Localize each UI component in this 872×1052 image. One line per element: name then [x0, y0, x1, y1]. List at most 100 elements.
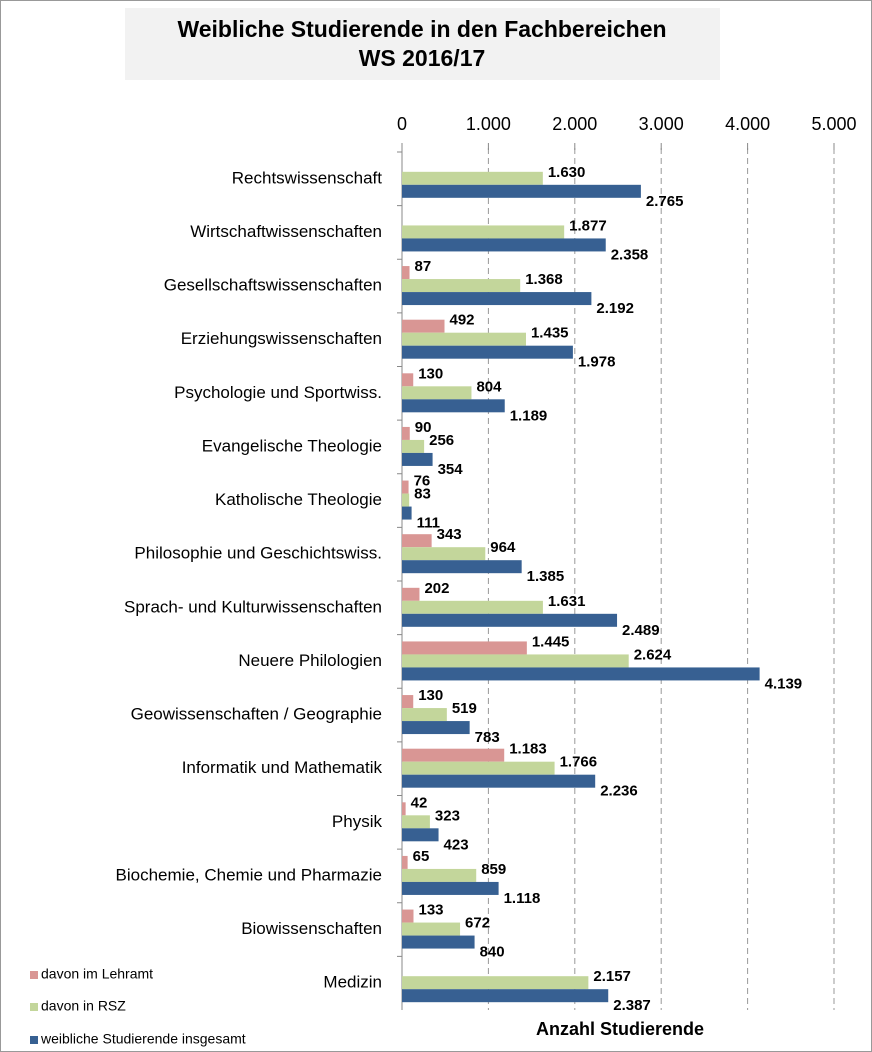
value-label: 1.118 — [504, 890, 541, 907]
y-tick-label: Physik — [332, 812, 383, 831]
x-tick-label: 2.000 — [552, 114, 597, 134]
bar — [402, 373, 414, 387]
legend-label: weibliche Studierende insgesamt — [40, 1031, 246, 1047]
legend-label: davon in RSZ — [41, 998, 126, 1014]
bar — [402, 922, 461, 936]
bar — [402, 399, 505, 413]
value-label: 2.236 — [600, 783, 638, 800]
value-label: 840 — [480, 944, 505, 961]
bar — [402, 506, 412, 520]
bar — [402, 695, 414, 709]
bar — [402, 868, 477, 882]
bar — [402, 238, 606, 252]
bar — [402, 171, 543, 185]
value-label: 1.183 — [509, 741, 547, 758]
y-tick-label: Biochemie, Chemie und Pharmazie — [116, 865, 382, 884]
bar — [402, 708, 447, 722]
value-label: 1.435 — [531, 325, 569, 342]
value-label: 90 — [415, 419, 432, 436]
value-label: 2.358 — [611, 246, 649, 263]
legend-swatch — [30, 1036, 38, 1044]
bar — [402, 587, 420, 601]
value-label: 804 — [476, 378, 502, 395]
bar — [402, 279, 521, 293]
y-tick-label: Medizin — [323, 973, 382, 992]
value-label: 2.192 — [596, 300, 634, 317]
value-label: 130 — [418, 365, 443, 382]
value-label: 2.765 — [646, 193, 684, 210]
bar — [402, 426, 410, 440]
value-label: 672 — [465, 915, 490, 932]
y-tick-label: Informatik und Mathematik — [182, 758, 383, 777]
bar — [402, 534, 432, 548]
legend-swatch — [30, 1003, 38, 1011]
bar — [402, 225, 565, 239]
value-label: 2.489 — [622, 622, 660, 639]
y-tick-label: Rechtswissenschaft — [232, 168, 383, 187]
bar — [402, 748, 505, 762]
value-label: 859 — [481, 861, 506, 878]
legend-swatch — [30, 971, 38, 979]
bar — [402, 667, 760, 681]
bar — [402, 855, 408, 869]
bar — [402, 452, 433, 466]
x-axis-title: Anzahl Studierende — [536, 1019, 704, 1039]
y-tick-label: Gesellschaftswissenschaften — [164, 276, 382, 295]
x-tick-label: 0 — [397, 114, 407, 134]
value-label: 202 — [424, 580, 449, 597]
y-tick-label: Evangelische Theologie — [202, 436, 382, 455]
x-tick-label: 3.000 — [639, 114, 684, 134]
value-label: 1.445 — [532, 633, 570, 650]
value-label: 76 — [414, 473, 431, 490]
bar — [402, 386, 472, 400]
value-label: 1.385 — [527, 568, 565, 585]
value-label: 1.189 — [510, 407, 548, 424]
bar — [402, 761, 555, 775]
y-tick-label: Neuere Philologien — [238, 651, 382, 670]
value-label: 783 — [475, 729, 500, 746]
bar — [402, 909, 414, 923]
value-label: 1.630 — [548, 164, 586, 181]
value-label: 1.978 — [578, 354, 616, 371]
value-label: 323 — [435, 807, 460, 824]
y-tick-label: Psychologie und Sportwiss. — [174, 383, 382, 402]
x-tick-label: 5.000 — [811, 114, 856, 134]
value-label: 1.877 — [569, 217, 607, 234]
bar — [402, 266, 410, 280]
y-tick-label: Biowissenschaften — [241, 919, 382, 938]
y-tick-label: Erziehungswissenschaften — [181, 329, 382, 348]
bar — [402, 815, 430, 829]
value-label: 1.368 — [525, 271, 563, 288]
bar — [402, 828, 439, 842]
bar — [402, 881, 499, 895]
bar — [402, 935, 475, 949]
bar — [402, 600, 543, 614]
value-label: 130 — [418, 687, 443, 704]
value-label: 87 — [415, 258, 432, 275]
y-tick-label: Philosophie und Geschichtswiss. — [134, 544, 382, 563]
bar — [402, 802, 406, 816]
value-label: 65 — [413, 848, 430, 865]
title-box — [125, 8, 720, 80]
y-tick-label: Wirtschaftwissenschaften — [190, 222, 382, 241]
value-label: 343 — [437, 526, 462, 543]
value-label: 1.631 — [548, 593, 586, 610]
bar — [402, 641, 527, 655]
bar — [402, 332, 526, 346]
value-label: 83 — [414, 486, 431, 503]
bar — [402, 184, 641, 198]
value-label: 111 — [417, 515, 440, 532]
value-label: 4.139 — [765, 675, 803, 692]
value-label: 964 — [490, 539, 516, 556]
value-label: 492 — [450, 312, 475, 329]
bar — [402, 774, 596, 788]
bar — [402, 547, 486, 561]
bar — [402, 345, 573, 359]
bar — [402, 560, 522, 574]
bar — [402, 613, 618, 627]
value-label: 519 — [452, 700, 477, 717]
bar — [402, 439, 425, 453]
x-tick-label: 4.000 — [725, 114, 770, 134]
y-tick-label: Geowissenschaften / Geographie — [131, 705, 382, 724]
